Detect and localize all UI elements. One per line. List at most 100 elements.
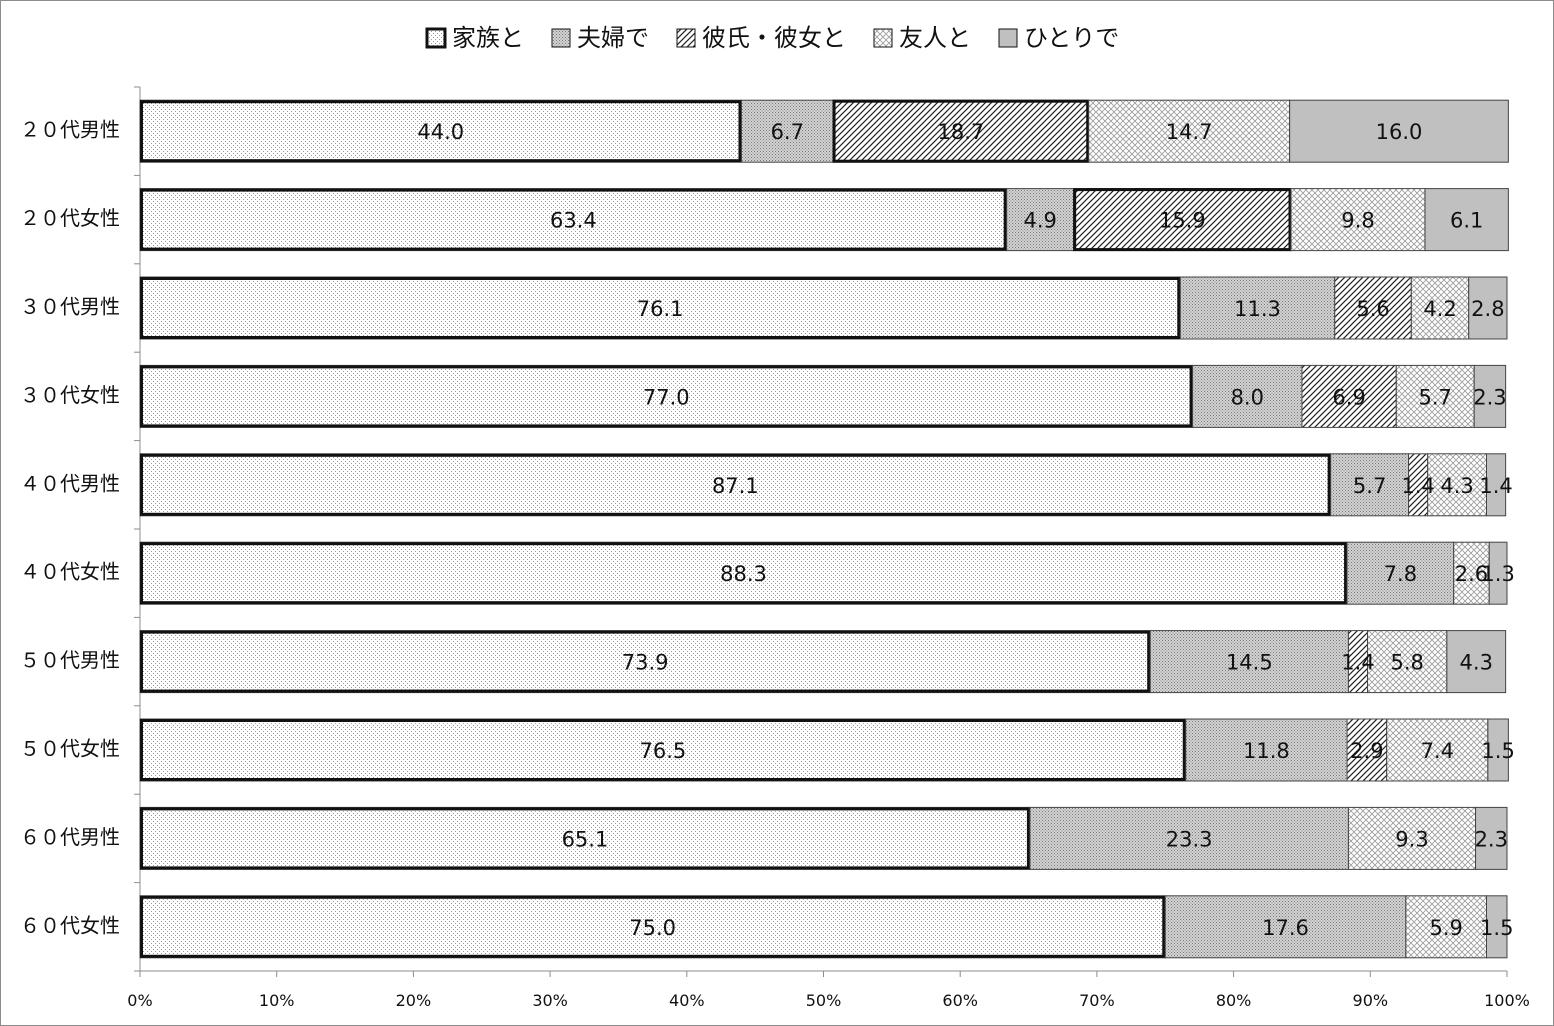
bar-segment [1367, 630, 1448, 694]
data-label: 2.6 [1455, 562, 1488, 586]
data-label: 8.0 [1231, 385, 1264, 409]
legend-swatch [998, 28, 1018, 48]
x-tick-label: 20% [396, 991, 432, 1010]
data-label: 63.4 [550, 209, 597, 233]
data-label: 5.8 [1391, 651, 1424, 675]
bar-segment [1410, 276, 1470, 340]
data-label: 2.9 [1350, 739, 1383, 763]
bar-segment [1290, 188, 1426, 252]
bar-segment [1473, 364, 1507, 428]
legend-swatch [873, 28, 893, 48]
bar-segment [1185, 718, 1348, 782]
data-label: 76.5 [639, 739, 686, 763]
category-label: ６０代女性 [20, 913, 120, 937]
bar-segment [1475, 806, 1508, 870]
bar-segment [1346, 718, 1388, 782]
bar-segment-highlight [140, 807, 1030, 870]
x-tick-label: 80% [1216, 991, 1252, 1010]
data-label: 14.7 [1166, 120, 1213, 144]
legend-label: 友人と [899, 24, 971, 52]
bar-segment [1488, 541, 1508, 605]
bar-segment-highlight [140, 188, 1007, 251]
data-label: 7.4 [1421, 739, 1454, 763]
legend-swatch [676, 28, 696, 48]
data-label: 9.3 [1395, 827, 1428, 851]
category-label: ５０代女性 [20, 737, 120, 761]
data-label: 1.5 [1481, 739, 1514, 763]
data-label: 5.6 [1356, 297, 1389, 321]
bar-segment [1301, 364, 1397, 428]
x-tick-label: 0% [127, 991, 152, 1010]
data-label: 2.3 [1473, 385, 1506, 409]
data-label: 5.7 [1353, 474, 1386, 498]
data-label: 76.1 [637, 297, 684, 321]
category-label: ６０代男性 [20, 825, 120, 849]
bar-segment [1073, 188, 1292, 252]
bar-segment [1179, 276, 1336, 340]
bar-segment [1424, 188, 1509, 252]
data-label: 4.3 [1440, 474, 1473, 498]
category-label: ２０代女性 [20, 206, 120, 230]
data-label: 7.8 [1384, 562, 1417, 586]
data-label: 15.9 [1159, 209, 1206, 233]
category-label: ４０代男性 [20, 471, 120, 495]
bar-segment [1346, 541, 1455, 605]
bar-segment [740, 99, 834, 163]
data-label: 11.8 [1243, 739, 1290, 763]
bar-segment-highlight [140, 542, 1348, 605]
data-label: 1.4 [1341, 651, 1374, 675]
category-label: ３０代女性 [20, 383, 120, 407]
data-label: 5.9 [1429, 916, 1462, 940]
legend-label: 夫婦で [577, 24, 649, 52]
data-label: 1.4 [1401, 474, 1434, 498]
bar-segment [1289, 99, 1509, 163]
data-label: 5.7 [1419, 385, 1452, 409]
bar-segment-highlight [140, 719, 1186, 781]
data-label: 6.9 [1332, 385, 1365, 409]
bars [139, 99, 1509, 959]
bar-segment-highlight [140, 277, 1181, 339]
bar-segment [139, 895, 1166, 959]
category-label: ５０代男性 [20, 648, 120, 672]
data-labels: 44.0 6.7 18.7 14.7 16.0 63.4 4.9 15.9 9.8 6.1 76.1… [417, 120, 1514, 940]
x-tick-label: 60% [942, 991, 978, 1010]
data-label: 4.2 [1423, 297, 1456, 321]
bar-segment-highlight [832, 99, 1090, 163]
data-label: 75.0 [629, 916, 676, 940]
legend: 家族と 夫婦で 彼氏・彼女と 友人と ひとりで [425, 24, 1119, 52]
x-tick-label: 40% [669, 991, 705, 1010]
bar-segment [1006, 188, 1075, 252]
legend-label: 彼氏・彼女と [702, 24, 846, 52]
data-label: 77.0 [643, 385, 690, 409]
data-label: 16.0 [1376, 120, 1423, 144]
bar-segment-highlight [1073, 188, 1292, 252]
x-tick-label: 70% [1079, 991, 1115, 1010]
legend-label: ひとりで [1024, 24, 1119, 52]
bar-segment [1427, 453, 1487, 517]
data-label: 4.9 [1023, 209, 1056, 233]
data-label: 2.3 [1475, 827, 1508, 851]
data-label: 88.3 [720, 562, 767, 586]
bar-segment [1347, 806, 1477, 870]
bar-segment [139, 364, 1194, 428]
legend-label: 家族と [452, 24, 524, 52]
bar-segment-highlight [140, 630, 1151, 693]
bar-segment [1485, 453, 1507, 517]
data-label: 44.0 [417, 120, 464, 144]
x-axis: 0% 10% 20% 30% 40% 50% 60% 70% 80% 90% 100% [127, 87, 1530, 1010]
data-label: 1.5 [1480, 916, 1513, 940]
category-label: ３０代男性 [20, 295, 120, 319]
bar-segment [139, 806, 1031, 870]
data-label: 18.7 [938, 120, 985, 144]
legend-swatch [425, 27, 447, 49]
bar-segment [1149, 630, 1349, 694]
data-label: 1.3 [1481, 562, 1514, 586]
x-tick-label: 100% [1484, 991, 1530, 1010]
data-label: 4.3 [1460, 651, 1493, 675]
x-tick-label: 50% [806, 991, 842, 1010]
data-label: 14.5 [1226, 651, 1273, 675]
bar-segment-highlight [140, 100, 742, 163]
legend-swatch [551, 28, 571, 48]
